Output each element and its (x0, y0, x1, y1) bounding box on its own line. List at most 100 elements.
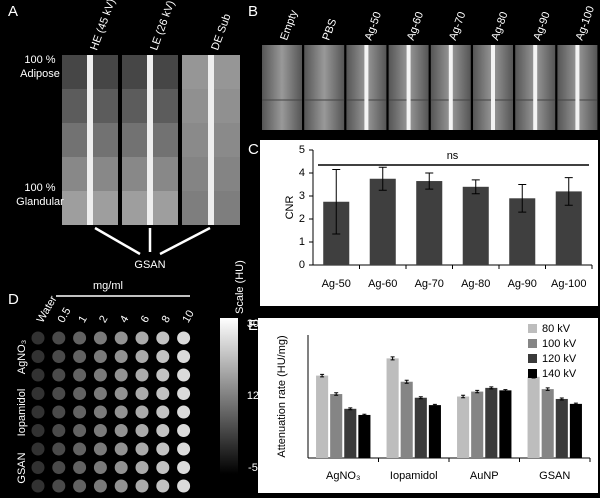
error-bar (404, 379, 409, 384)
sample-dot (177, 350, 191, 363)
bar (555, 398, 568, 458)
legend-swatch (528, 354, 537, 363)
column-label: Ag-80 (489, 10, 510, 42)
row-label: Glandular (16, 196, 64, 208)
sample-tube (575, 45, 580, 130)
sample-dot (93, 479, 107, 493)
sample-dot (135, 442, 149, 456)
sample-dot (93, 405, 107, 419)
y-tick-label: 1 (299, 236, 305, 248)
sample-tube (208, 55, 214, 225)
sample-dot (52, 405, 66, 419)
sample-dot (114, 331, 128, 345)
column-label: PBS (320, 17, 339, 42)
sample-dot (177, 479, 191, 493)
column-label: Empty (278, 8, 300, 42)
column-label: Ag-70 (447, 10, 468, 42)
panel-b-images: Empty PBS Ag-50 Ag-60 Ag-70 Ag-80 Ag-90 Ag-100 (262, 5, 598, 130)
x-tick-label: AuNP (470, 470, 499, 482)
sample-dot (114, 479, 128, 493)
bar (316, 375, 329, 458)
sample-tube (87, 55, 93, 225)
sample-tube (533, 45, 538, 130)
error-bar (332, 169, 341, 235)
sample-dot (31, 368, 45, 382)
error-bar (432, 403, 437, 407)
bar (462, 186, 489, 265)
sample-dot (52, 479, 66, 493)
sample-dot (156, 387, 170, 400)
panel-label: C (248, 141, 259, 158)
error-bar (545, 387, 550, 391)
sample-dot (177, 442, 191, 456)
sample-dot (52, 461, 66, 474)
sample-dot (135, 387, 149, 400)
sample-dot (177, 424, 191, 437)
sample-dot (156, 368, 170, 382)
sample-dot (135, 424, 149, 437)
sample-dot (177, 461, 191, 474)
y-tick-label: 0 (299, 259, 305, 271)
x-tick-label: Iopamidol (390, 470, 438, 482)
error-bar (320, 373, 325, 378)
sample-tube (147, 55, 153, 225)
column-label: 6 (139, 314, 152, 325)
sample-tube (364, 45, 369, 130)
sample-dot (93, 350, 107, 363)
sample-dot (31, 387, 45, 400)
scale-tick-label: 125 (247, 390, 265, 402)
sample-dot (135, 461, 149, 474)
sample-dot (73, 350, 87, 363)
image (262, 45, 302, 130)
legend-label: 100 kV (542, 338, 577, 350)
panel-label: A (8, 3, 18, 20)
error-bar (471, 179, 480, 195)
sample-dot (114, 368, 128, 382)
x-tick-label: Ag-80 (461, 278, 490, 290)
error-bar (425, 172, 434, 190)
sample-dot (93, 387, 107, 400)
bar (416, 181, 443, 265)
y-tick-label: 5 (299, 144, 305, 156)
sample-dot (73, 331, 87, 345)
sample-dot (135, 350, 149, 363)
panel-label: E (248, 317, 258, 334)
target-label: GSAN (134, 259, 165, 271)
bar (499, 390, 512, 458)
error-bar (334, 392, 339, 396)
x-tick-label: GSAN (539, 470, 570, 482)
bar (330, 394, 343, 458)
sample-dot (156, 479, 170, 493)
panel-label: B (248, 3, 258, 20)
error-bar (418, 396, 423, 400)
error-bar (390, 356, 395, 361)
legend-swatch (528, 324, 537, 333)
arrows (94, 226, 211, 256)
row-label: GSAN (16, 452, 28, 483)
unit-label: mg/ml (93, 280, 123, 292)
error-bar (573, 402, 578, 406)
column-label: 8 (160, 314, 173, 325)
sample-dot (73, 442, 87, 456)
sample-dot (156, 461, 170, 474)
bar (386, 358, 399, 458)
x-tick-label: Ag-50 (322, 278, 351, 290)
bar (428, 405, 441, 458)
sample-dot (156, 442, 170, 456)
row-label: Iopamidol (16, 389, 28, 437)
scale-tick-label: -50 (248, 462, 264, 474)
bar (414, 397, 427, 458)
sample-dot (135, 331, 149, 345)
scale-tick-label: 300 (247, 318, 265, 330)
sample-dot (114, 350, 128, 363)
row-label: 100 % (24, 54, 55, 66)
error-bar (489, 386, 494, 390)
scale-title: Scale (HU) (234, 260, 246, 314)
sample-dot (93, 331, 107, 345)
sample-dot (114, 442, 128, 456)
column-label: 10 (180, 308, 197, 325)
sample-dot (52, 387, 66, 400)
sample-dot (31, 350, 45, 363)
panel-label: D (8, 291, 19, 308)
